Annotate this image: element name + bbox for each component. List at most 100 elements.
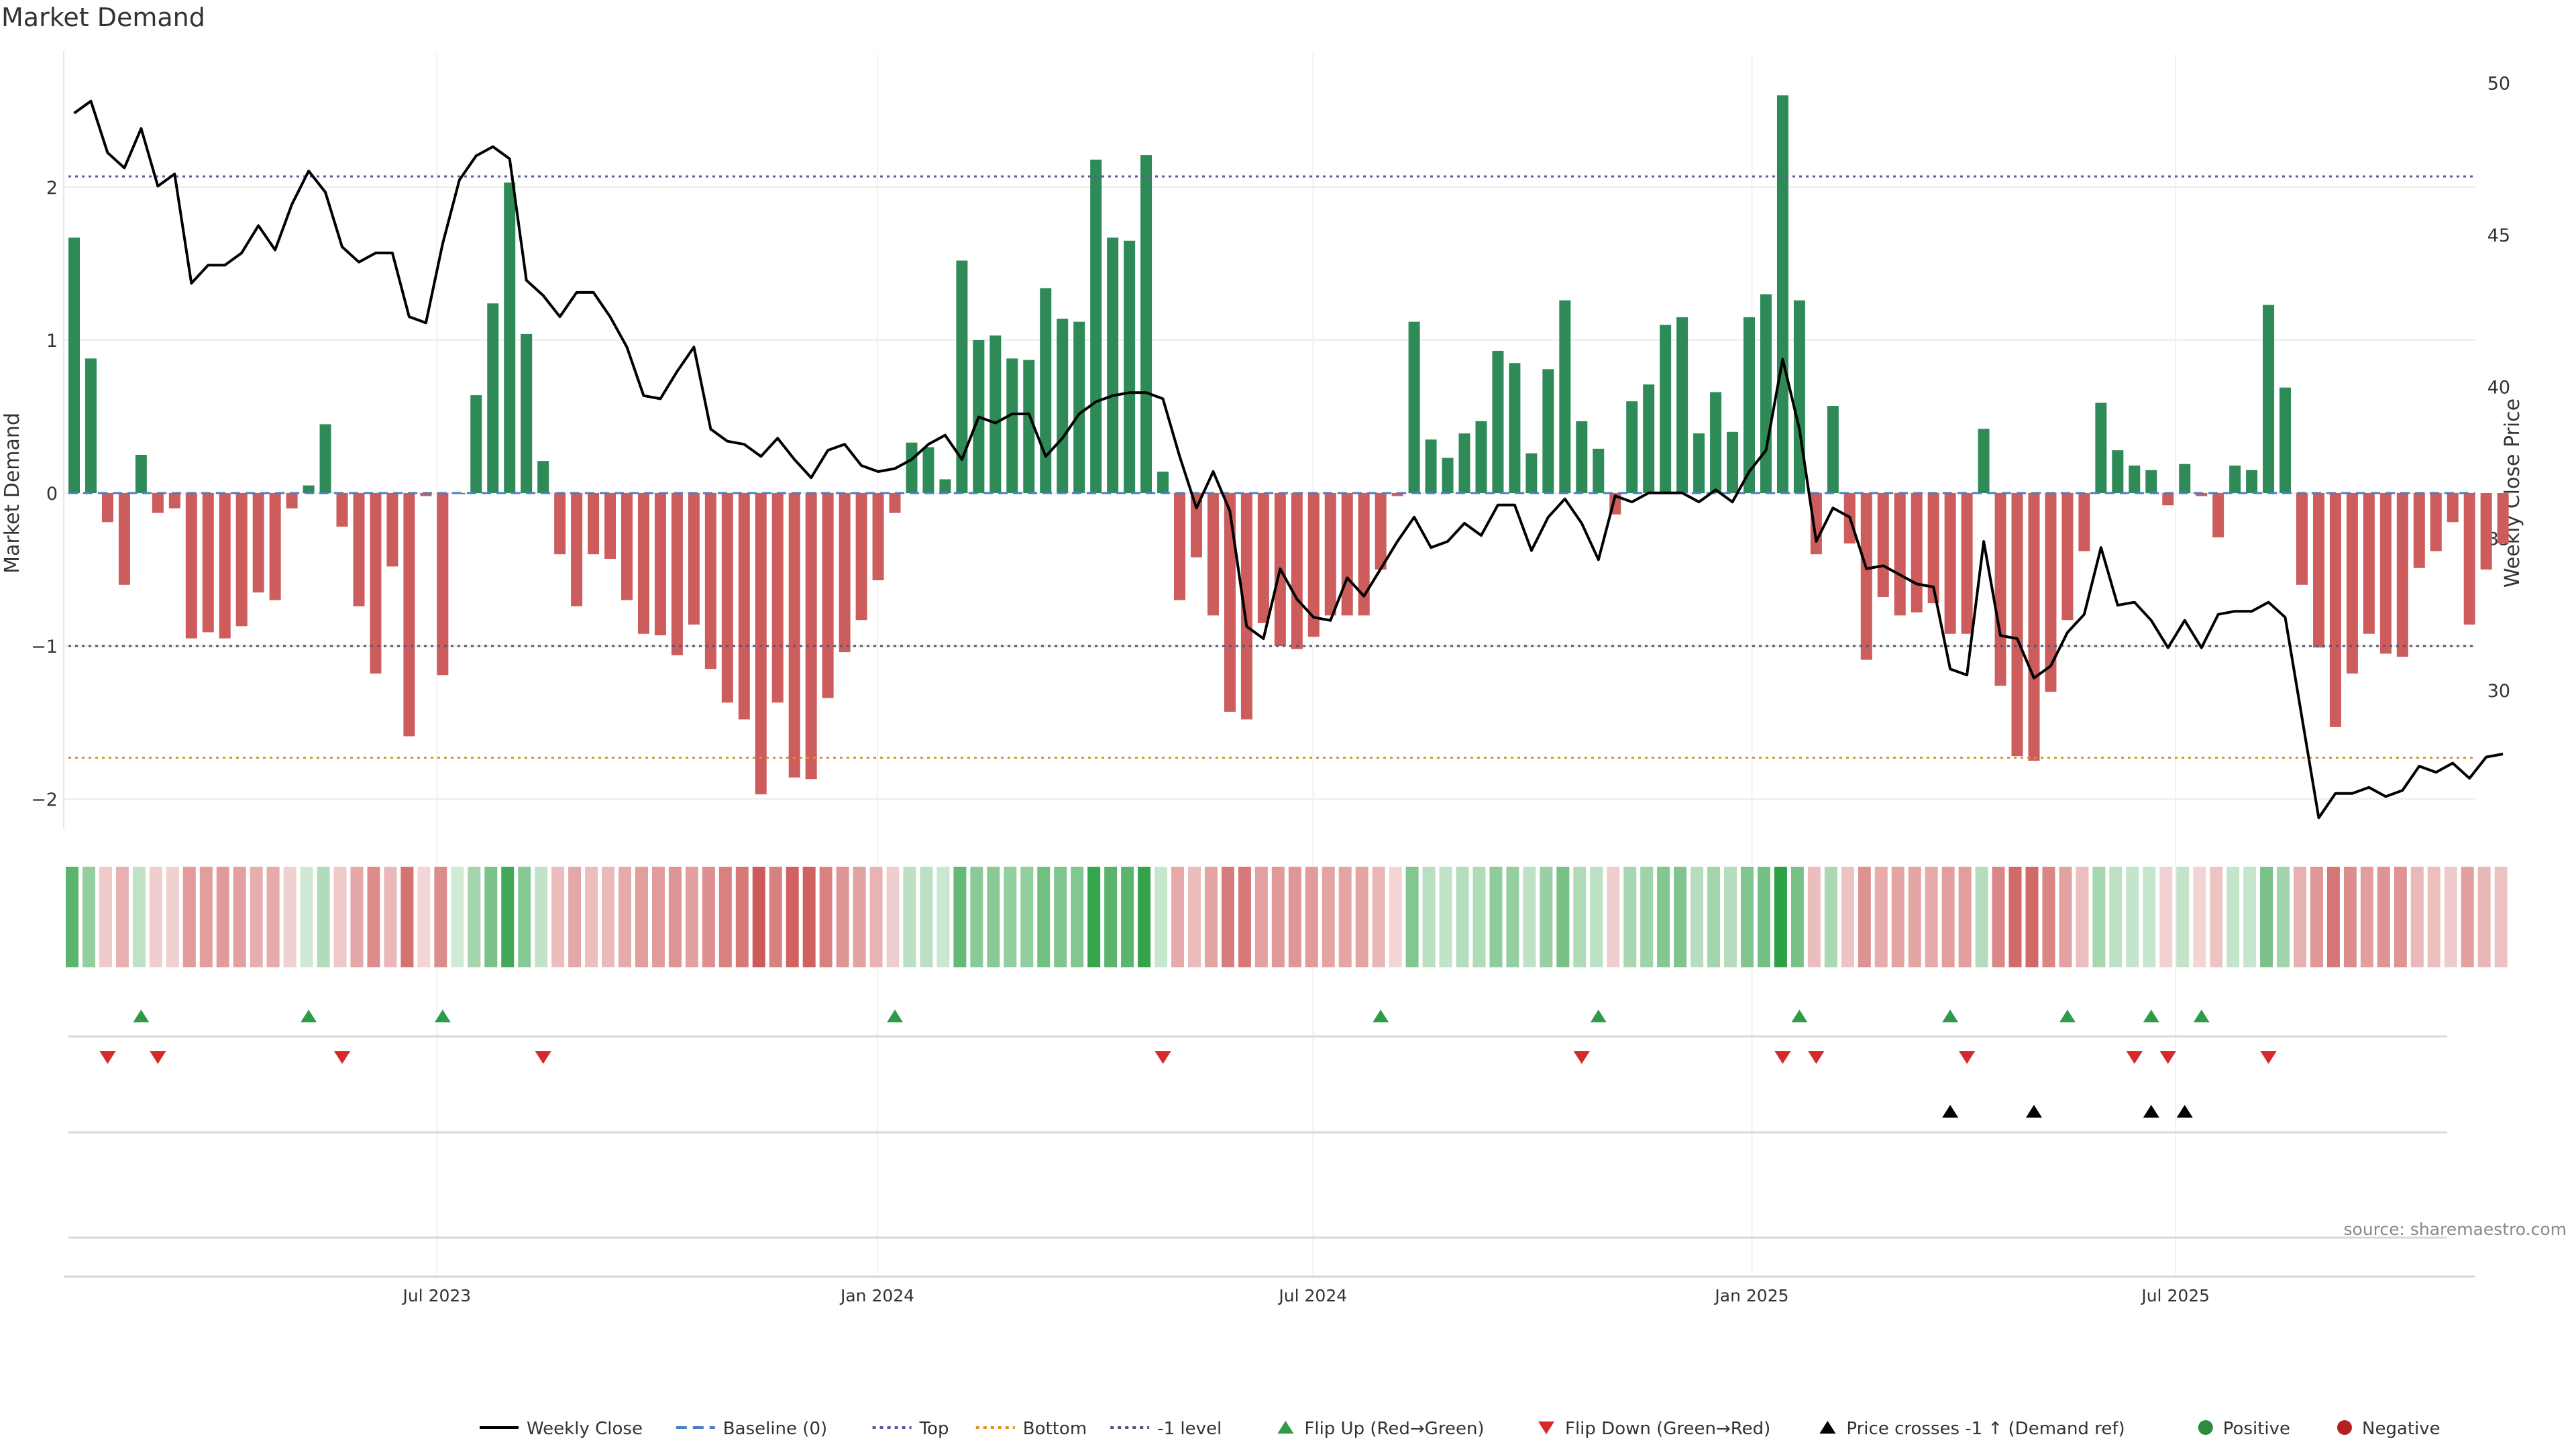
demand-bar bbox=[1207, 493, 1219, 616]
demand-bar bbox=[1341, 493, 1353, 616]
x-tick-label: Jan 2024 bbox=[839, 1286, 914, 1305]
demand-bar bbox=[906, 442, 918, 493]
demand-bar bbox=[1375, 493, 1387, 570]
heat-strip-cell bbox=[384, 867, 397, 967]
demand-bar bbox=[68, 237, 80, 493]
legend-item: -1 level bbox=[1110, 1419, 1222, 1439]
flip-down-marker bbox=[2260, 1051, 2277, 1064]
heat-strip-cell bbox=[853, 867, 866, 967]
demand-bar bbox=[336, 493, 348, 527]
heat-strip-cell bbox=[735, 867, 749, 967]
demand-bar bbox=[1760, 294, 1772, 493]
demand-bar bbox=[1660, 325, 1672, 493]
heat-strip-cell bbox=[568, 867, 582, 967]
heat-strip-cell bbox=[2193, 867, 2206, 967]
y-tick-label-left: −2 bbox=[31, 790, 58, 810]
heat-strip-cell bbox=[2126, 867, 2139, 967]
heat-strip-cell bbox=[1004, 867, 1017, 967]
demand-bar bbox=[2346, 493, 2358, 674]
demand-bar bbox=[654, 493, 666, 636]
heat-strip-cell bbox=[2427, 867, 2440, 967]
heat-strip-cell bbox=[2176, 867, 2190, 967]
y-tick-label-right: 50 bbox=[2487, 74, 2510, 95]
demand-bar bbox=[2196, 493, 2208, 496]
y-tick-label-right: 30 bbox=[2487, 681, 2510, 702]
x-tick-label: Jul 2024 bbox=[1277, 1286, 1347, 1305]
flip-up-marker bbox=[1791, 1010, 1808, 1022]
heat-strip-cell bbox=[535, 867, 548, 967]
legend-label: Baseline (0) bbox=[723, 1419, 827, 1439]
heat-strip-cell bbox=[182, 867, 196, 967]
heat-strip-cell bbox=[1221, 867, 1234, 967]
heat-strip-cell bbox=[1523, 867, 1536, 967]
demand-bar bbox=[521, 333, 533, 493]
demand-bar bbox=[2363, 493, 2375, 634]
heat-strip-cell bbox=[886, 867, 900, 967]
flip-down-marker bbox=[1573, 1051, 1590, 1064]
legend-label: Price crosses -1 ↑ (Demand ref) bbox=[1846, 1419, 2125, 1439]
flip-up-marker bbox=[1373, 1010, 1389, 1022]
heat-strip-cell bbox=[2042, 867, 2055, 967]
y-tick-label-left: 0 bbox=[46, 484, 58, 504]
flip-up-marker bbox=[1942, 1010, 1959, 1022]
demand-bar bbox=[1676, 317, 1688, 493]
heat-strip-cell bbox=[1037, 867, 1051, 967]
heat-strip-cell bbox=[2326, 867, 2340, 967]
heat-strip-cell bbox=[1556, 867, 1570, 967]
flip-up-marker bbox=[2059, 1010, 2076, 1022]
heat-strip-cell bbox=[233, 867, 246, 967]
legend-item: Positive bbox=[2198, 1419, 2290, 1439]
heat-strip-cell bbox=[1975, 867, 1988, 967]
heat-strip-cell bbox=[1724, 867, 1737, 967]
heat-strip-cell bbox=[1590, 867, 1603, 967]
heat-strip-cell bbox=[551, 867, 565, 967]
heat-strip-cell bbox=[1623, 867, 1637, 967]
heat-strip-cell bbox=[2394, 867, 2407, 967]
demand-bar bbox=[922, 447, 934, 493]
demand-bar bbox=[235, 493, 248, 627]
heat-strip-cell bbox=[2477, 867, 2491, 967]
flip-up-marker bbox=[133, 1010, 150, 1022]
heat-strip-cell bbox=[2059, 867, 2072, 967]
demand-bar bbox=[822, 493, 834, 698]
heat-strip-cell bbox=[2294, 867, 2307, 967]
demand-bar bbox=[1140, 155, 1152, 493]
heat-strip-cell bbox=[1908, 867, 1921, 967]
y-tick-label-right: 45 bbox=[2487, 225, 2510, 246]
demand-bar bbox=[2129, 465, 2141, 493]
heat-strip-cell bbox=[1690, 867, 1704, 967]
demand-bar bbox=[2263, 305, 2275, 493]
legend-swatch bbox=[1819, 1421, 1836, 1434]
heat-strip-cell bbox=[199, 867, 213, 967]
heat-strip-cell bbox=[635, 867, 648, 967]
heat-strip-cell bbox=[2444, 867, 2457, 967]
heat-strip-cell bbox=[1171, 867, 1185, 967]
legend-label: Flip Down (Green→Red) bbox=[1565, 1419, 1770, 1439]
legend-swatch bbox=[1277, 1421, 1294, 1434]
demand-bar bbox=[721, 493, 733, 703]
demand-bar bbox=[2329, 493, 2341, 727]
demand-bar bbox=[1124, 240, 1136, 493]
heat-strip-cell bbox=[1338, 867, 1352, 967]
heat-strip-cell bbox=[2025, 867, 2039, 967]
y-tick-label-left: 1 bbox=[46, 331, 58, 352]
heat-strip-cell bbox=[1506, 867, 1519, 967]
demand-bar bbox=[2447, 493, 2459, 523]
y-axis-title-left: Market Demand bbox=[1, 413, 24, 574]
heat-strip-cell bbox=[702, 867, 715, 967]
demand-bar bbox=[286, 493, 298, 508]
demand-bar bbox=[1107, 237, 1119, 493]
demand-bar bbox=[671, 493, 683, 655]
heat-strip-cell bbox=[66, 867, 78, 967]
demand-bar bbox=[738, 493, 750, 720]
heat-strip-cell bbox=[869, 867, 883, 967]
x-tick-label: Jul 2025 bbox=[2140, 1286, 2210, 1305]
flip-down-marker bbox=[1808, 1051, 1825, 1064]
heat-strip-cell bbox=[283, 867, 297, 967]
demand-bar bbox=[604, 493, 616, 559]
demand-bar bbox=[2312, 493, 2324, 648]
x-tick-label: Jul 2023 bbox=[401, 1286, 471, 1305]
legend-label: -1 level bbox=[1157, 1419, 1222, 1439]
heat-strip-cell bbox=[1204, 867, 1218, 967]
demand-bar bbox=[487, 303, 499, 493]
